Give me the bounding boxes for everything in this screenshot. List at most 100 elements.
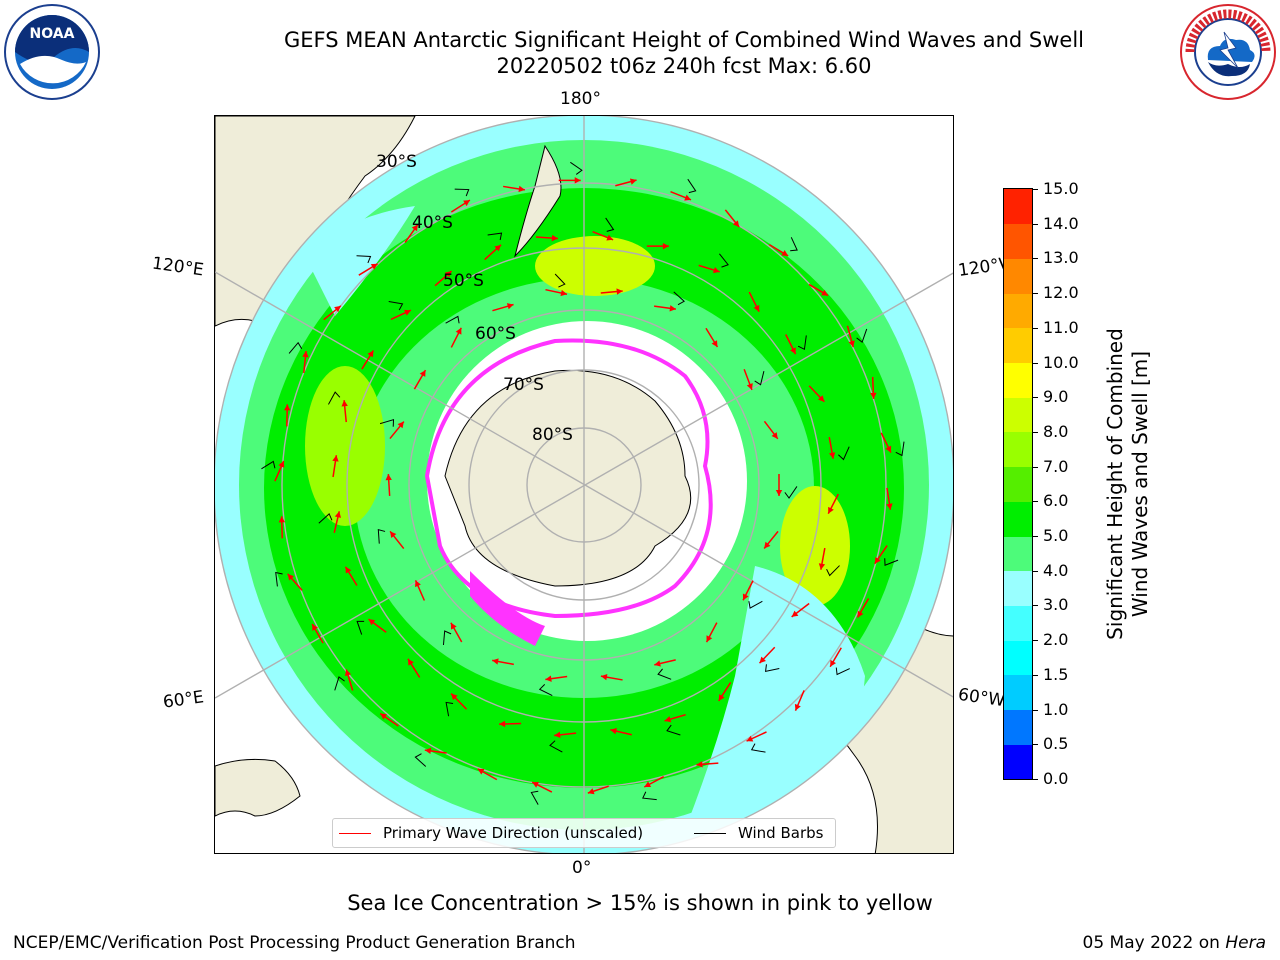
wave-arrow-head [874,556,881,564]
wind-barb [797,335,807,351]
wind-barb [530,790,539,805]
wave-arrow-head [616,288,623,295]
wave-arrow-head [684,194,691,201]
wave-arrow-head [341,400,348,407]
colorbar-tick-label: 13.0 [1032,249,1079,267]
wave-arrow-head [662,242,669,250]
lon-label-0: 0° [572,858,592,878]
wind-barb [356,620,365,635]
footer-credit: NCEP/EMC/Verification Post Processing Pr… [13,933,576,953]
colorbar-tick-label: 1.0 [1031,700,1068,719]
wind-barb [334,676,345,691]
polar-map [214,115,954,854]
australia-coast-waters [305,206,415,316]
wave-arrow-head [742,593,749,601]
colorbar-tick-label: 3.0 [1031,596,1068,614]
wave-arrow-head [455,327,462,335]
sea-ice-edge [424,338,713,619]
colorbar-tick-label: 5.0 [1031,527,1068,545]
wind-barb [275,571,283,587]
wind-barb [454,188,470,197]
colorbar-segment [1004,223,1032,259]
wind-barb [748,600,763,609]
wave-arrow-head [830,659,836,667]
wave-arrow-head [345,566,352,574]
wave-arrow-head [711,340,718,348]
lat-label-30s: 30°S [376,152,417,172]
wind-barb [790,237,798,252]
wind-barb [442,630,452,646]
legend-label: Primary Wave Direction (unscaled) [383,824,644,842]
wave-arrow-head [664,716,672,723]
wind-barb [719,253,729,268]
wave-arrow-head [450,622,457,630]
colorbar-tick-label: 10.0 [1032,353,1079,372]
wind-barb [388,301,404,311]
wave-arrow-head [494,244,502,252]
wave-arrow-head [746,735,754,742]
wave-arrow-head [397,421,404,429]
nws-logo-icon [1180,4,1276,100]
wind-barb [377,528,386,544]
colorbar-tick-label: 9.0 [1031,388,1068,406]
wind-barb [754,370,765,386]
colorbar-segment [1004,362,1032,398]
wind-barb [657,668,672,680]
colorbar-segment [1004,570,1032,606]
wave-arrow-head [817,395,825,402]
lat-label-70s: 70°S [503,375,544,395]
wave-arrow-head [302,351,309,358]
antarctica-land [444,369,692,587]
wave-arrow-head [669,305,676,312]
wind-barb [784,486,798,499]
legend-item-wave-direction: Primary Wave Direction (unscaled) [339,823,643,843]
colorbar-segment [1004,431,1032,468]
wave-arrow-head [554,731,561,739]
wind-barb [538,684,553,697]
legend-item-wind-barbs: Wind Barbs [694,823,823,843]
wave-arrow-head [332,455,339,462]
wind-barb [328,391,341,405]
wave-arrow-head [794,703,801,711]
colorbar-segment [1004,501,1032,537]
wind-barb [750,743,766,753]
map-legend: Primary Wave Direction (unscaled) Wind B… [332,818,836,848]
legend-line-red [339,833,371,834]
wave-max-east [780,486,850,606]
footer-host: Hera [1225,933,1266,953]
wave-arrow-head [278,461,285,468]
wind-barb [379,419,395,427]
colorbar-segment [1004,640,1032,676]
colorbar-segment [1004,605,1032,641]
wave-arrow-head [713,267,720,274]
wave-arrow-head [334,511,342,518]
colorbar-segment [1004,674,1032,711]
wave-arrow-head [610,727,617,735]
colorbar-label: Significant Height of Combined Wind Wave… [1103,274,1153,694]
svg-text:NOAA: NOAA [30,26,75,42]
wind-barb [445,701,454,717]
wind-barb [261,460,276,470]
wind-barb [570,161,583,175]
wave-arrow-head [551,234,558,242]
wave-arrow-head [312,624,318,631]
wind-barb [554,273,566,288]
wave-arrow-head [444,271,452,278]
wave-arrow-head [518,185,525,193]
wave-arrow-head [886,503,893,510]
colorbar-tick-label: 7.0 [1031,457,1068,476]
wave-arrow-head [463,200,470,207]
noaa-logo-icon: NOAA [4,4,100,100]
colorbar-label-line2: Wind Waves and Swell [m] [1128,350,1152,618]
wave-arrow-head [499,720,506,728]
wave-arrow-head [759,656,766,664]
wave-arrow-head [477,768,485,775]
wave-arrow-head [781,250,789,256]
lat-label-80s: 80°S [532,425,573,445]
wave-arrow-head [790,347,796,355]
lat-label-60s: 60°S [475,324,516,344]
wave-arrow-head [606,234,614,241]
colorbar-segment [1004,466,1032,502]
wave-arrow-head [415,580,421,588]
wind-barb [835,667,850,676]
